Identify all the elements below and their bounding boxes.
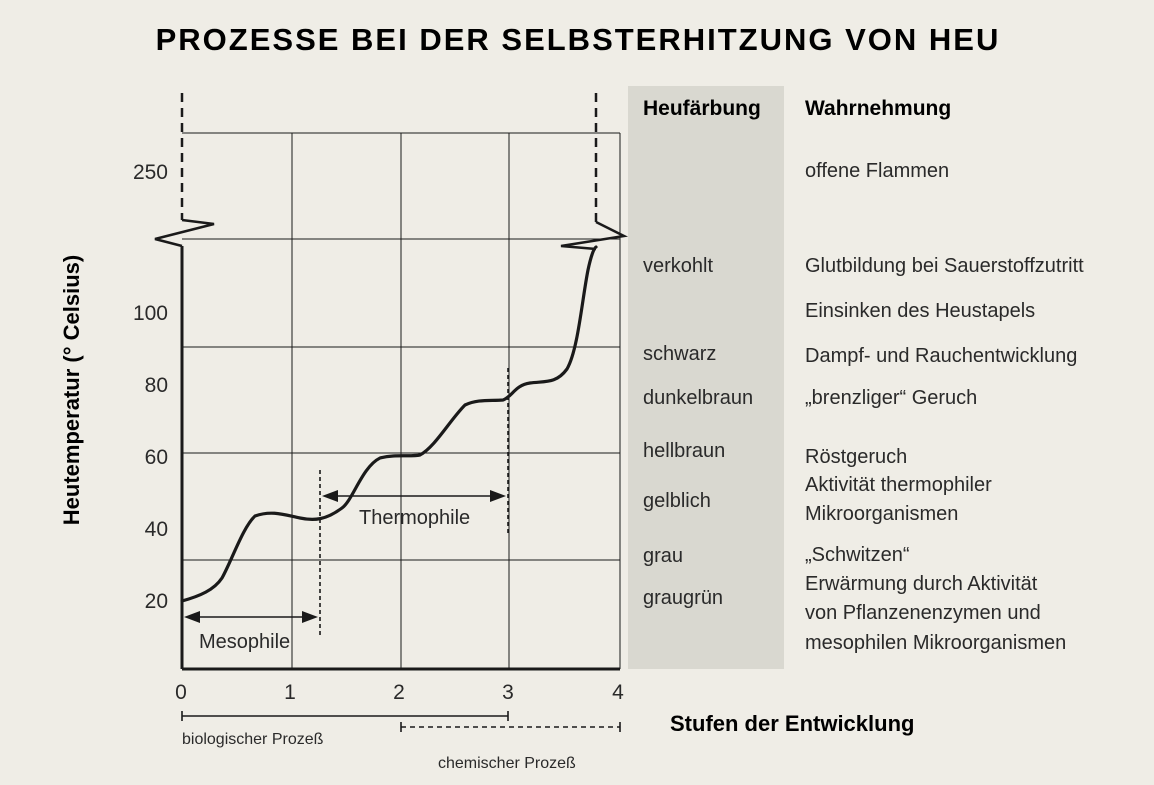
- mesophile-arrow-head-right: [302, 611, 318, 623]
- right-axis-break: [560, 220, 629, 251]
- temperature-curve: [180, 245, 598, 603]
- thermophile-label: Thermophile: [359, 507, 470, 529]
- y-tick-80: 80: [145, 374, 168, 397]
- mesophile-label: Mesophile: [199, 631, 290, 653]
- y-tick-20: 20: [145, 590, 168, 613]
- y-axis: [154, 93, 215, 669]
- color-schwarz: schwarz: [643, 343, 716, 365]
- grid-horizontal: [182, 132, 620, 561]
- header-heufaerbung: Heufärbung: [643, 97, 761, 120]
- thermophile-arrow-head-left: [322, 490, 338, 502]
- x-tick-0: 0: [175, 681, 187, 704]
- chemical-process-bracket: [400, 722, 621, 732]
- y-tick-labels: 250 100 80 60 40 20: [133, 161, 168, 613]
- grid-vertical: [291, 133, 621, 669]
- perception-einsinken: Einsinken des Heustapels: [805, 300, 1035, 322]
- y-axis-label: Heutemperatur (° Celsius): [59, 255, 84, 525]
- right-axis: [560, 93, 629, 251]
- perception-aktivitaet-thermophiler: Aktivität thermophiler: [805, 474, 992, 496]
- color-grau: grau: [643, 545, 683, 567]
- biological-process-label: biologischer Prozeß: [182, 731, 324, 748]
- perception-pflanzenenzyme: von Pflanzenenzymen und: [805, 602, 1041, 624]
- y-axis-break: [154, 218, 215, 248]
- x-tick-2: 2: [393, 681, 405, 704]
- thermophile-arrow: [322, 490, 506, 502]
- biological-process-bracket: [181, 711, 509, 721]
- x-tick-labels: 0 1 2 3 4: [175, 681, 624, 704]
- thermophile-arrow-head-right: [490, 490, 506, 502]
- mesophile-arrow-head-left: [184, 611, 200, 623]
- x-tick-4: 4: [612, 681, 624, 704]
- y-tick-40: 40: [145, 518, 168, 541]
- perception-roestgeruch: Röstgeruch: [805, 446, 907, 468]
- perception-erwaermung: Erwärmung durch Aktivität: [805, 573, 1038, 595]
- perception-dampf: Dampf- und Rauchentwicklung: [805, 345, 1077, 367]
- perception-mesophilen: mesophilen Mikroorganismen: [805, 632, 1066, 654]
- x-axis-label: Stufen der Entwicklung: [670, 711, 914, 736]
- header-wahrnehmung: Wahrnehmung: [805, 97, 951, 120]
- color-verkohlt: verkohlt: [643, 255, 713, 277]
- x-tick-3: 3: [502, 681, 514, 704]
- perception-offene-flammen: offene Flammen: [805, 160, 949, 182]
- perception-glutbildung: Glutbildung bei Sauerstoffzutritt: [805, 255, 1084, 277]
- perception-mikroorganismen: Mikroorganismen: [805, 503, 958, 525]
- mesophile-arrow: [184, 611, 318, 623]
- chemical-process-label: chemischer Prozeß: [438, 755, 576, 772]
- y-tick-250: 250: [133, 161, 168, 184]
- color-gelblich: gelblich: [643, 490, 711, 512]
- y-tick-100: 100: [133, 302, 168, 325]
- perception-brenzlig: „brenzliger“ Geruch: [805, 387, 977, 409]
- color-column: verkohlt schwarz dunkelbraun hellbraun g…: [643, 255, 753, 609]
- color-hellbraun: hellbraun: [643, 440, 725, 462]
- y-tick-60: 60: [145, 446, 168, 469]
- perception-column: offene Flammen Glutbildung bei Sauerstof…: [805, 160, 1084, 654]
- page-title: PROZESSE BEI DER SELBSTERHITZUNG VON HEU: [156, 22, 1001, 57]
- color-graugruen: graugrün: [643, 587, 723, 609]
- x-tick-1: 1: [284, 681, 296, 704]
- color-dunkelbraun: dunkelbraun: [643, 387, 753, 409]
- color-band: [628, 86, 784, 669]
- perception-schwitzen: „Schwitzen“: [805, 544, 909, 566]
